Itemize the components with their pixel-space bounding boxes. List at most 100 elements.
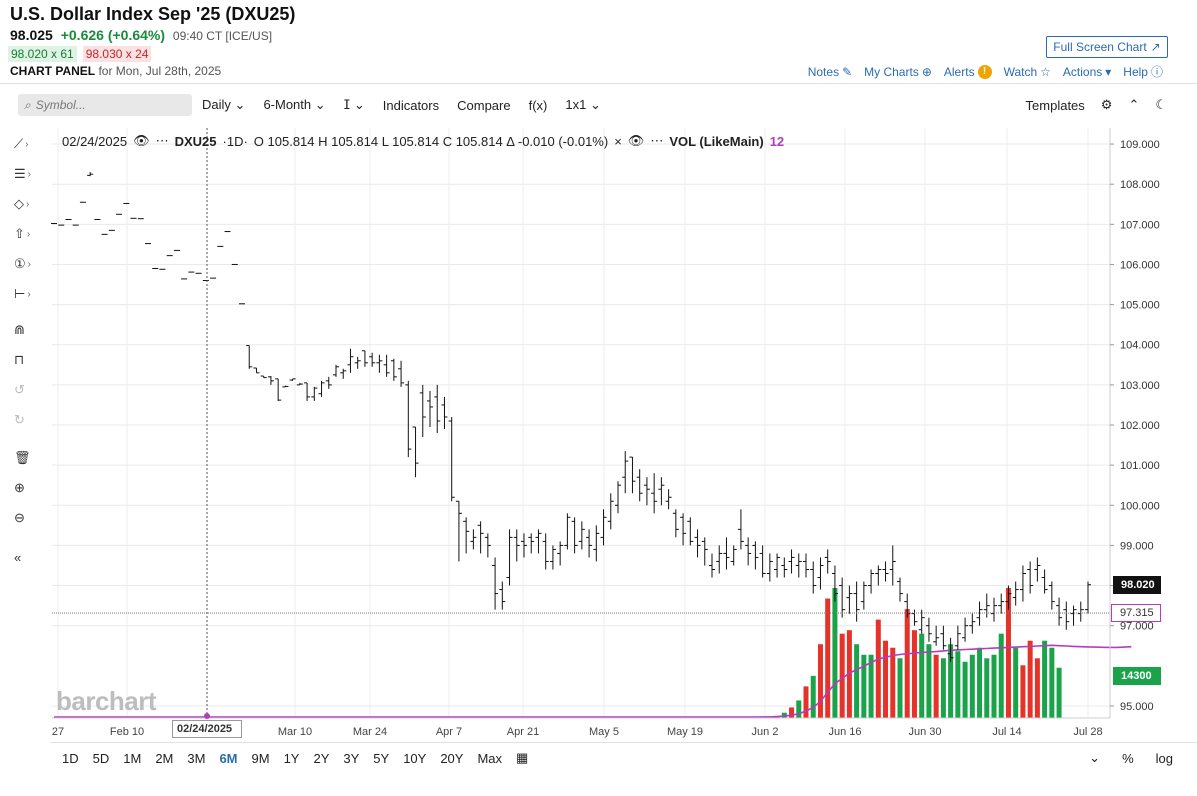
- range-tab-3y[interactable]: 3Y: [343, 750, 360, 766]
- more-icon[interactable]: ⋯: [155, 133, 169, 148]
- ohlc-bar: [1048, 581, 1055, 610]
- price-tick-label: 102.000: [1120, 420, 1160, 432]
- ohlc-bar: [947, 637, 954, 662]
- collapse-up-icon[interactable]: ⌃: [1128, 97, 1140, 112]
- compare-button[interactable]: Compare: [457, 97, 511, 113]
- ohlc-bar: [897, 577, 903, 602]
- ohlc-bar: [1085, 581, 1091, 614]
- range-tab-9m[interactable]: 9M: [251, 750, 270, 766]
- price-tick-label: 105.000: [1120, 300, 1160, 312]
- zoom-in-icon: ⊕: [14, 480, 25, 495]
- trendline-tool[interactable]: ⟋ ›: [14, 134, 48, 154]
- lock-tool[interactable]: ⊓: [14, 350, 48, 370]
- price-tick-label: 106.000: [1120, 259, 1160, 271]
- range-tab-10y[interactable]: 10Y: [403, 750, 427, 766]
- range-tab-5y[interactable]: 5Y: [373, 750, 390, 766]
- range-tab-5d[interactable]: 5D: [92, 750, 110, 766]
- layout-dropdown[interactable]: 1x1 ⌄: [565, 97, 601, 113]
- ohlc-bar: [636, 469, 643, 502]
- percent-toggle[interactable]: %: [1122, 750, 1134, 766]
- delete-button[interactable]: 🗑: [14, 448, 48, 468]
- alerts-button[interactable]: Alerts!: [944, 64, 992, 79]
- full-screen-chart-button[interactable]: Full Screen Chart ↗: [1046, 36, 1168, 58]
- actions-menu[interactable]: Actions ▾: [1063, 65, 1111, 79]
- range-tab-1y[interactable]: 1Y: [283, 750, 300, 766]
- interval-dropdown[interactable]: Daily ⌄: [202, 97, 245, 113]
- ohlc-bar: [260, 375, 267, 379]
- ohlc-bar: [441, 396, 448, 430]
- range-tab-3m[interactable]: 3M: [187, 750, 206, 766]
- range-tab-2y[interactable]: 2Y: [313, 750, 330, 766]
- chart-grid: [52, 128, 1110, 718]
- price-tick-label: 95.000: [1120, 701, 1154, 713]
- fx-button[interactable]: f(x): [528, 97, 548, 113]
- undo-button[interactable]: ↺: [14, 380, 48, 400]
- arrow-tool[interactable]: ⇧ ›: [14, 224, 48, 244]
- ohlc-bar: [1063, 601, 1070, 630]
- range-tab-max[interactable]: Max: [477, 750, 503, 766]
- eye-icon[interactable]: 👁: [627, 133, 645, 148]
- moon-icon[interactable]: ☾: [1155, 97, 1167, 112]
- indicators-button[interactable]: Indicators: [382, 97, 440, 113]
- measure-tool[interactable]: ⊢ ›: [14, 284, 48, 304]
- shape-tool[interactable]: ◇ ›: [14, 194, 48, 214]
- redo-button[interactable]: ↻: [14, 410, 48, 430]
- ohlc-bar: [87, 172, 94, 177]
- edit-icon: ✎: [842, 64, 853, 79]
- help-button[interactable]: Help ⓘ: [1123, 63, 1163, 80]
- volume-bar: [940, 658, 946, 718]
- templates-button[interactable]: Templates: [1025, 97, 1085, 113]
- range-tab-1d[interactable]: 1D: [62, 750, 79, 766]
- ohlc-bar: [521, 533, 527, 558]
- ohlc-bar: [933, 625, 940, 646]
- watch-button[interactable]: Watch ☆: [1004, 65, 1051, 79]
- legend-volume: VOL (LikeMain): [669, 133, 764, 149]
- date-tick-label: Apr 7: [436, 726, 462, 738]
- ohlc-bar: [412, 426, 419, 478]
- my-charts-button[interactable]: My Charts ⊕: [864, 65, 932, 79]
- fib-tool[interactable]: ☰ ›: [14, 164, 48, 184]
- expand-down-icon[interactable]: ⌄: [1089, 750, 1101, 765]
- ohlc-bar: [333, 364, 339, 377]
- volume-bars: [760, 588, 1062, 718]
- price-tick-label: 108.000: [1120, 179, 1160, 191]
- ohlc-bar: [672, 509, 679, 538]
- price-tick-label: 101.000: [1120, 460, 1160, 472]
- volume-bar: [919, 633, 925, 718]
- ohlc-bar: [846, 585, 853, 614]
- magnet-tool[interactable]: ⋒: [14, 320, 48, 340]
- bar-type-dropdown[interactable]: ⵊ ⌄: [344, 97, 365, 113]
- ohlc-bar: [470, 529, 477, 550]
- more-icon[interactable]: ⋯: [650, 133, 664, 148]
- volume-bar: [803, 686, 809, 718]
- chevron-right-icon: ›: [27, 258, 31, 270]
- range-tab-20y[interactable]: 20Y: [440, 750, 464, 766]
- ohlc-bar: [419, 384, 426, 438]
- log-toggle[interactable]: log: [1155, 750, 1173, 766]
- ohlc-bar: [1077, 601, 1084, 622]
- notes-button[interactable]: Notes ✎: [808, 65, 852, 79]
- period-dropdown[interactable]: 6-Month ⌄: [263, 97, 325, 113]
- symbol-search[interactable]: ⌕ Symbol...: [18, 94, 192, 116]
- range-tab-2m[interactable]: 2M: [155, 750, 174, 766]
- zoom-out-button[interactable]: ⊖: [14, 508, 48, 528]
- ohlc-bar: [289, 378, 296, 381]
- range-tabs: 1D 5D 1M 2M 3M 6M 9M 1Y 2Y 3Y 5Y 10Y 20Y Max ▦: [62, 750, 528, 766]
- close-icon[interactable]: ×: [614, 133, 622, 149]
- range-tab-6m[interactable]: 6M: [219, 750, 238, 766]
- gear-icon[interactable]: ⚙: [1100, 97, 1113, 112]
- ohlc-bar: [549, 545, 556, 570]
- volume-bar: [868, 654, 874, 718]
- collapse-rail-button[interactable]: «: [14, 547, 48, 567]
- range-tab-1m[interactable]: 1M: [123, 750, 142, 766]
- annotation-tool[interactable]: ① ›: [14, 254, 48, 274]
- eye-icon[interactable]: 👁: [133, 133, 150, 148]
- ohlc-bar: [911, 609, 918, 626]
- zoom-in-button[interactable]: ⊕: [14, 478, 48, 498]
- date-tick-label: Mar 24: [353, 726, 387, 738]
- ohlc-bar: [824, 549, 831, 574]
- volume-bar: [796, 700, 802, 718]
- calendar-icon[interactable]: ▦: [516, 750, 529, 765]
- volume-bar: [897, 658, 903, 718]
